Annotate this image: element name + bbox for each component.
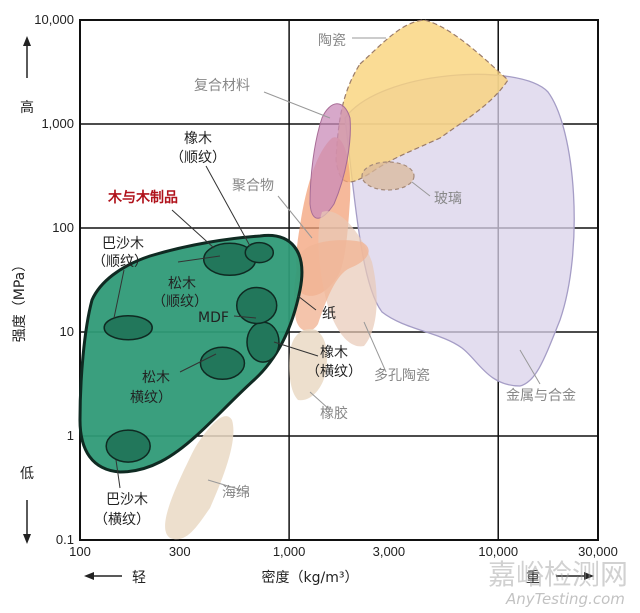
leader-oak-across xyxy=(273,341,319,357)
x-right-arrow-icon xyxy=(556,572,594,580)
y-tick-label: 100 xyxy=(52,220,74,235)
region-glass xyxy=(361,161,415,191)
y-tick-label: 1 xyxy=(67,428,74,443)
watermark-line2: AnyTesting.com xyxy=(505,590,625,608)
label-pine-along: （顺纹） xyxy=(152,294,208,310)
wood-item-bubble xyxy=(105,429,151,463)
leader-balsa-along xyxy=(113,269,125,319)
label-ceramics: 陶瓷 xyxy=(318,33,346,49)
leader-balsa-across xyxy=(115,459,121,489)
label-wood-products: 木与木制品 xyxy=(107,189,178,206)
label-foam: 海绵 xyxy=(222,484,250,501)
plot-frame xyxy=(79,19,599,541)
leader-foam xyxy=(207,479,249,493)
watermark-line1: 嘉峪检测网 xyxy=(488,558,628,591)
axis-hints: 高 低 轻 重 xyxy=(20,36,594,586)
region-composites xyxy=(309,103,351,219)
x-heavy-hint: 重 xyxy=(526,570,540,586)
annotations: 陶瓷 复合材料 橡木 （顺纹） 聚合物 木与木制品 巴沙木 （顺纹） 松木 （顺… xyxy=(92,33,576,528)
region-paper xyxy=(294,240,369,332)
wood-item-bubble xyxy=(199,346,246,381)
material-regions xyxy=(165,19,575,540)
leader-paper xyxy=(297,295,317,311)
label-balsa-across: （横纹） xyxy=(94,512,150,528)
label-pine-across: 横纹） xyxy=(130,390,172,406)
label-balsa-2: 巴沙木 xyxy=(106,492,148,508)
wood-item-bubble xyxy=(103,314,153,341)
x-tick-label: 10,000 xyxy=(478,544,518,559)
y-axis-title: 强度（MPa） xyxy=(12,258,28,342)
leader-glass xyxy=(411,181,431,197)
label-paper: 纸 xyxy=(322,306,336,322)
leader-pine-along xyxy=(177,255,221,263)
y-tick-label: 1,000 xyxy=(41,116,74,131)
x-tick-label: 300 xyxy=(169,544,191,559)
label-oak-across: （横纹） xyxy=(306,364,362,380)
wood-item-bubble xyxy=(235,286,278,325)
label-balsa-along: （顺纹） xyxy=(92,254,148,270)
y-tick-label: 0.1 xyxy=(56,532,74,547)
region-foam xyxy=(165,416,234,540)
leader-rubber xyxy=(309,391,331,411)
wood-item-bubble xyxy=(244,241,275,264)
y-down-arrow-icon xyxy=(23,500,31,544)
x-tick-label: 3,000 xyxy=(373,544,406,559)
label-oak: 橡木 xyxy=(184,131,212,147)
x-axis-title: 密度（kg/m³） xyxy=(262,569,359,586)
x-tick-label: 30,000 xyxy=(578,544,618,559)
leader-porous-ceramics xyxy=(363,321,387,373)
y-up-arrow-icon xyxy=(23,36,31,78)
leader-pine-across xyxy=(179,353,217,373)
leader-mdf xyxy=(233,315,257,319)
leader-polymers xyxy=(277,195,313,239)
label-balsa: 巴沙木 xyxy=(102,236,144,252)
label-mdf: MDF xyxy=(198,310,229,326)
label-porous-ceramics: 多孔陶瓷 xyxy=(374,367,430,384)
x-tick-label: 100 xyxy=(69,544,91,559)
label-pine: 松木 xyxy=(168,276,196,292)
leader-oak-along xyxy=(205,165,251,247)
region-rubber xyxy=(289,328,327,401)
label-pine-2: 松木 xyxy=(142,370,170,386)
label-composites: 复合材料 xyxy=(194,77,250,94)
label-oak-along: （顺纹） xyxy=(170,150,226,166)
leader-lines xyxy=(113,37,541,493)
tick-labels: 100 300 1,000 3,000 10,000 30,000 10,000 1,000 1… xyxy=(34,12,618,559)
leader-metals xyxy=(519,349,541,385)
x-light-hint: 轻 xyxy=(132,570,146,586)
watermark: 嘉峪检测网 AnyTesting.com xyxy=(488,558,628,608)
y-tick-label: 10 xyxy=(60,324,74,339)
y-low-hint: 低 xyxy=(20,466,34,482)
label-polymers: 聚合物 xyxy=(232,178,274,194)
label-rubber: 橡胶 xyxy=(320,405,348,422)
label-metals: 金属与合金 xyxy=(506,388,576,404)
wood-items xyxy=(103,241,280,463)
label-oak-2: 橡木 xyxy=(320,345,348,361)
x-left-arrow-icon xyxy=(84,572,122,580)
label-glass: 玻璃 xyxy=(434,190,462,207)
leader-composites xyxy=(263,91,331,119)
y-tick-label: 10,000 xyxy=(34,12,74,27)
y-high-hint: 高 xyxy=(20,99,34,116)
x-tick-label: 1,000 xyxy=(273,544,306,559)
leader-wood-products xyxy=(171,209,215,249)
